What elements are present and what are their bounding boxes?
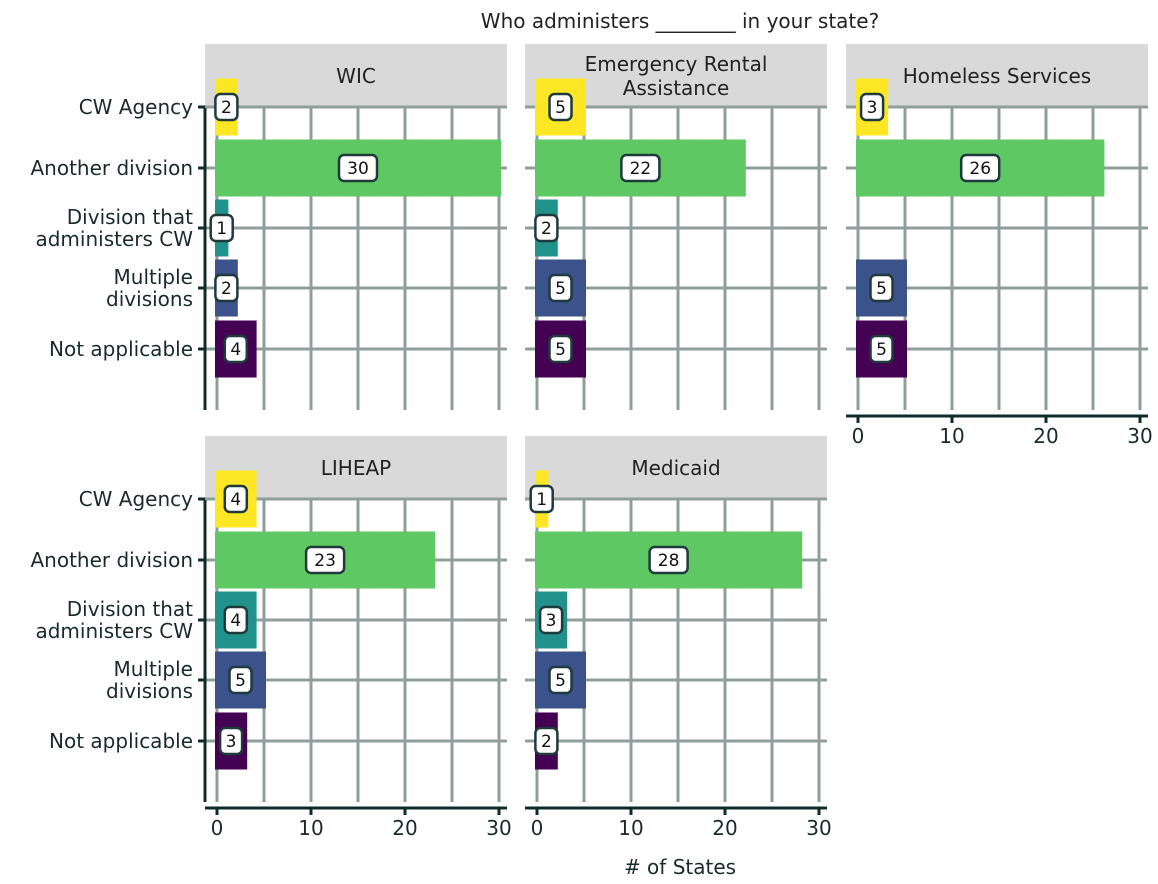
x-tick-label: 30 bbox=[486, 816, 511, 840]
value-label: 5 bbox=[555, 98, 566, 118]
x-tick-label: 0 bbox=[211, 816, 224, 840]
panel-title: Homeless Services bbox=[903, 64, 1091, 88]
value-label: 5 bbox=[555, 340, 566, 360]
x-axis-title: # of States bbox=[624, 855, 736, 879]
value-label: 28 bbox=[658, 551, 680, 571]
value-label: 5 bbox=[876, 340, 887, 360]
category-label: Not applicable bbox=[49, 337, 193, 361]
category-label: divisions bbox=[106, 679, 193, 703]
value-label: 5 bbox=[235, 671, 246, 691]
category-label: Another division bbox=[30, 156, 193, 180]
category-label: Division that bbox=[67, 205, 193, 229]
value-label: 5 bbox=[555, 279, 566, 299]
value-label-box bbox=[529, 484, 554, 514]
value-label: 3 bbox=[546, 611, 557, 631]
x-tick-label: 10 bbox=[298, 816, 323, 840]
value-label-box bbox=[337, 153, 379, 183]
category-label: CW Agency bbox=[79, 95, 193, 119]
value-label-box bbox=[214, 273, 239, 303]
value-label-box bbox=[223, 484, 249, 514]
value-label-box bbox=[534, 726, 559, 756]
category-label: divisions bbox=[106, 287, 193, 311]
panel-title: Medicaid bbox=[631, 456, 720, 480]
panel-homeless-services: Homeless Services 3 26 5 5 0 10 20 30 bbox=[846, 44, 1153, 448]
x-tick-label: 0 bbox=[852, 424, 865, 448]
value-label: 3 bbox=[867, 98, 878, 118]
value-label-box bbox=[620, 153, 661, 183]
panel-strip bbox=[205, 44, 507, 108]
panel-wic: WIC 2 30 1 2 4 CW Agency Another division Divisi… bbox=[30, 44, 507, 410]
value-label: 4 bbox=[230, 490, 241, 510]
chart-title: Who administers ________ in your state? bbox=[481, 9, 879, 33]
category-label: Multiple bbox=[114, 657, 193, 681]
x-tick-label: 20 bbox=[392, 816, 417, 840]
value-label-box bbox=[869, 334, 894, 364]
value-label: 2 bbox=[221, 98, 232, 118]
value-label-box bbox=[223, 605, 249, 635]
value-label: 2 bbox=[221, 279, 232, 299]
value-label-box bbox=[548, 665, 573, 695]
value-label: 22 bbox=[630, 159, 652, 179]
value-label-box bbox=[228, 665, 253, 695]
panel-title: Emergency Rental bbox=[585, 52, 768, 76]
x-tick-label: 20 bbox=[1033, 424, 1058, 448]
value-label-box bbox=[648, 545, 689, 575]
category-label: Another division bbox=[30, 548, 193, 572]
x-tick-label: 30 bbox=[806, 816, 831, 840]
value-label: 2 bbox=[541, 732, 552, 752]
value-label: 5 bbox=[876, 279, 887, 299]
value-label-box bbox=[214, 92, 239, 122]
value-label-box bbox=[548, 334, 573, 364]
value-label-box bbox=[534, 213, 559, 243]
category-label: administers CW bbox=[35, 227, 193, 251]
x-tick-label: 0 bbox=[531, 816, 544, 840]
value-label-box bbox=[304, 545, 346, 575]
panel-strip bbox=[525, 436, 827, 500]
category-label: CW Agency bbox=[79, 487, 193, 511]
category-label: Division that bbox=[67, 597, 193, 621]
value-label-box bbox=[223, 334, 249, 364]
category-label: administers CW bbox=[35, 619, 193, 643]
value-label: 2 bbox=[541, 219, 552, 239]
panel-liheap: LIHEAP 4 23 4 5 3 CW Agency Another division Div… bbox=[30, 436, 512, 840]
value-label-box bbox=[869, 273, 894, 303]
category-label: Not applicable bbox=[49, 729, 193, 753]
value-label: 4 bbox=[230, 611, 241, 631]
x-tick-label: 10 bbox=[939, 424, 964, 448]
value-label: 1 bbox=[536, 490, 547, 510]
value-label: 26 bbox=[969, 159, 991, 179]
value-label-box bbox=[548, 273, 573, 303]
value-label: 3 bbox=[226, 732, 237, 752]
value-label: 30 bbox=[347, 159, 369, 179]
x-tick-label: 30 bbox=[1127, 424, 1152, 448]
value-label-box bbox=[548, 92, 573, 122]
value-label-box bbox=[538, 605, 564, 635]
x-tick-label: 20 bbox=[712, 816, 737, 840]
value-label: 4 bbox=[230, 340, 241, 360]
panel-title: Assistance bbox=[623, 76, 730, 100]
value-label-box bbox=[218, 726, 244, 756]
panel-title: LIHEAP bbox=[321, 456, 391, 480]
value-label-box bbox=[209, 213, 234, 243]
panel-strip bbox=[846, 44, 1148, 108]
value-label-box bbox=[959, 153, 1001, 183]
category-label: Multiple bbox=[114, 265, 193, 289]
panel-title: WIC bbox=[336, 64, 376, 88]
x-tick-label: 10 bbox=[618, 816, 643, 840]
value-label-box bbox=[859, 92, 885, 122]
value-label: 5 bbox=[555, 671, 566, 691]
value-label: 1 bbox=[216, 219, 227, 239]
value-label: 23 bbox=[314, 551, 336, 571]
